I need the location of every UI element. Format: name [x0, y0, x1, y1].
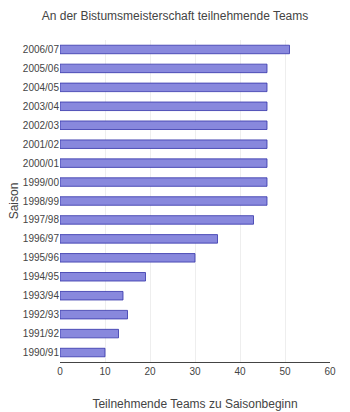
- svg-text:20: 20: [144, 366, 156, 377]
- svg-text:2000/01: 2000/01: [23, 158, 60, 169]
- svg-text:1990/91: 1990/91: [23, 347, 60, 358]
- svg-text:30: 30: [189, 366, 201, 377]
- svg-text:1997/98: 1997/98: [23, 214, 60, 225]
- svg-text:1991/92: 1991/92: [23, 328, 60, 339]
- svg-text:1993/94: 1993/94: [23, 290, 60, 301]
- svg-text:1992/93: 1992/93: [23, 309, 60, 320]
- svg-text:Teilnehmende Teams zu Saisonbe: Teilnehmende Teams zu Saisonbeginn: [92, 397, 297, 411]
- svg-text:1995/96: 1995/96: [23, 252, 60, 263]
- svg-text:1998/99: 1998/99: [23, 196, 60, 207]
- svg-text:2004/05: 2004/05: [23, 82, 60, 93]
- svg-text:0: 0: [57, 366, 63, 377]
- svg-text:60: 60: [324, 366, 336, 377]
- svg-text:50: 50: [279, 366, 291, 377]
- svg-text:2006/07: 2006/07: [23, 44, 60, 55]
- svg-text:2005/06: 2005/06: [23, 63, 60, 74]
- svg-text:1994/95: 1994/95: [23, 271, 60, 282]
- svg-text:40: 40: [234, 366, 246, 377]
- svg-text:2003/04: 2003/04: [23, 101, 60, 112]
- svg-text:An der Bistumsmeisterschaft te: An der Bistumsmeisterschaft teilnehmende…: [42, 9, 309, 23]
- svg-text:2002/03: 2002/03: [23, 120, 60, 131]
- svg-text:2001/02: 2001/02: [23, 139, 60, 150]
- svg-text:1999/00: 1999/00: [23, 177, 60, 188]
- svg-text:Saison: Saison: [7, 183, 21, 220]
- svg-text:1996/97: 1996/97: [23, 233, 60, 244]
- svg-text:10: 10: [99, 366, 111, 377]
